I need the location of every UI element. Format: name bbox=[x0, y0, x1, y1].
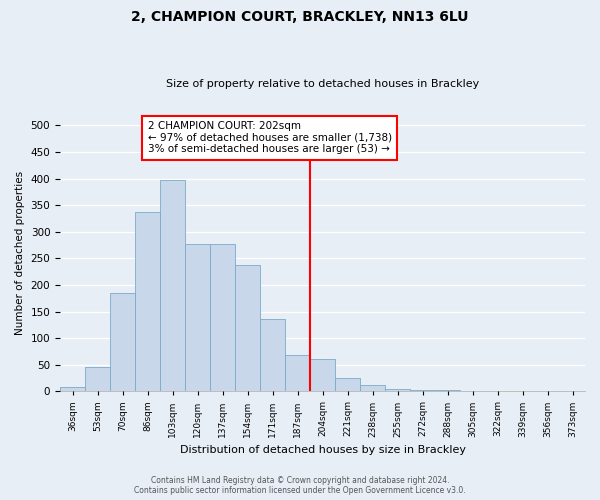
Bar bbox=[310, 360, 335, 392]
Bar bbox=[260, 320, 285, 392]
Bar bbox=[60, 387, 85, 392]
Bar bbox=[385, 388, 410, 392]
Bar bbox=[185, 244, 210, 392]
Bar bbox=[210, 244, 235, 392]
X-axis label: Distribution of detached houses by size in Brackley: Distribution of detached houses by size … bbox=[179, 445, 466, 455]
Text: 2 CHAMPION COURT: 202sqm
← 97% of detached houses are smaller (1,738)
3% of semi: 2 CHAMPION COURT: 202sqm ← 97% of detach… bbox=[148, 121, 392, 154]
Y-axis label: Number of detached properties: Number of detached properties bbox=[15, 171, 25, 335]
Bar bbox=[285, 355, 310, 392]
Bar bbox=[560, 390, 585, 392]
Bar bbox=[85, 367, 110, 392]
Text: Contains HM Land Registry data © Crown copyright and database right 2024.
Contai: Contains HM Land Registry data © Crown c… bbox=[134, 476, 466, 495]
Bar bbox=[335, 378, 360, 392]
Bar bbox=[485, 390, 510, 392]
Bar bbox=[110, 293, 135, 392]
Text: 2, CHAMPION COURT, BRACKLEY, NN13 6LU: 2, CHAMPION COURT, BRACKLEY, NN13 6LU bbox=[131, 10, 469, 24]
Title: Size of property relative to detached houses in Brackley: Size of property relative to detached ho… bbox=[166, 79, 479, 89]
Bar bbox=[460, 390, 485, 392]
Bar bbox=[410, 390, 435, 392]
Bar bbox=[435, 390, 460, 392]
Bar bbox=[160, 180, 185, 392]
Bar bbox=[135, 212, 160, 392]
Bar bbox=[235, 266, 260, 392]
Bar bbox=[360, 386, 385, 392]
